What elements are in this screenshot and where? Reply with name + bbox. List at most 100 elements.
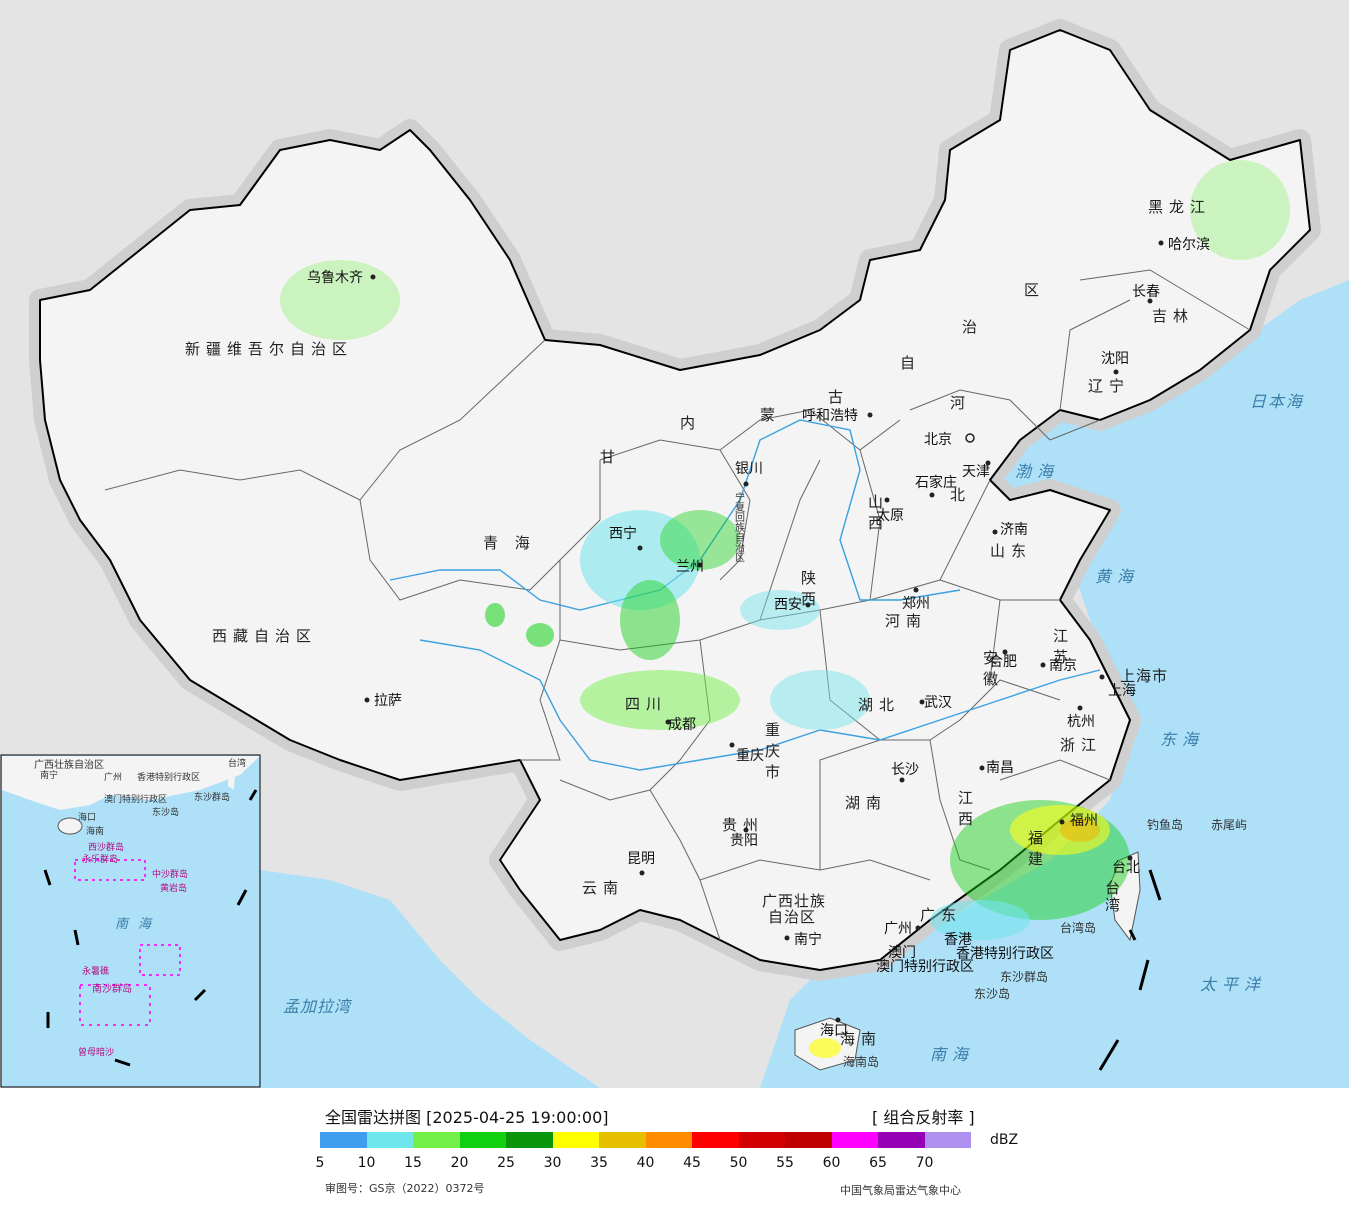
legend-source: 中国气象局雷达气象中心: [840, 1184, 961, 1197]
province-neimenggu-5: 治: [962, 318, 983, 336]
city-dot-kunming: [639, 870, 645, 876]
south-china-sea-inset: [0, 754, 261, 1088]
island-diaoyudao: 钓鱼岛: [1147, 817, 1183, 832]
sea-east: [760, 280, 1349, 1088]
province-guizhou: 贵州: [722, 816, 764, 834]
legend-swatch: [692, 1132, 739, 1148]
legend-swatch: [552, 1132, 599, 1148]
province-guangxi-2: 自治区: [768, 908, 816, 926]
province-shandong: 山东: [990, 542, 1032, 560]
city-guiyang: 贵阳: [730, 833, 758, 849]
city-tianjin: 天津: [962, 464, 990, 480]
province-zhejiang: 浙江: [1060, 736, 1102, 754]
province-qinghai: 青 海: [483, 534, 536, 552]
city-dot-guiyang: [743, 827, 749, 833]
legend-approval: 审图号：GS京（2022）0372号: [325, 1182, 485, 1195]
inset-label-zhongsha: 中沙群岛: [152, 868, 188, 880]
city-shenyang: 沈阳: [1101, 351, 1129, 367]
legend-swatch: [645, 1132, 692, 1148]
legend-tick-label: 50: [729, 1155, 748, 1171]
province-neimenggu-3: 古: [828, 388, 849, 406]
legend-tick-label: 55: [776, 1155, 794, 1171]
sea-bohai: 渤海: [1015, 462, 1059, 481]
sea-donghai: 东海: [1160, 730, 1204, 749]
city-nanning: 南宁: [794, 931, 822, 948]
legend-tick-label: 10: [357, 1155, 376, 1171]
legend-unit: dBZ: [990, 1132, 1019, 1148]
legend-tick-label: 5: [315, 1155, 325, 1171]
province-xinjiang: 新疆维吾尔自治区: [185, 340, 353, 358]
inset-label-zengmu: 曾母暗沙: [78, 1046, 114, 1058]
legend-tick-label: 30: [543, 1155, 562, 1171]
city-dot-nanjing: [1040, 662, 1046, 668]
city-harbin: 哈尔滨: [1168, 237, 1210, 253]
city-dot-haikou: [835, 1017, 841, 1023]
island-chiweiyu: 赤尾屿: [1211, 818, 1247, 832]
city-yinchuan: 银川: [735, 461, 763, 477]
city-dot-beijing: [965, 433, 975, 443]
city-dot-zhengzhou: [913, 587, 919, 593]
city-chengdu: 成都: [668, 717, 696, 733]
province-anhui: 安徽: [981, 650, 999, 692]
city-taibei: 台北: [1112, 860, 1140, 876]
city-dot-shenyang: [1113, 369, 1119, 375]
city-dot-nanchang: [979, 765, 985, 771]
legend-tick-label: 35: [590, 1155, 608, 1171]
province-hubei: 湖北: [858, 696, 900, 714]
city-markers: [364, 240, 1164, 1023]
legend-swatch: [785, 1132, 832, 1148]
city-dot-xining: [637, 545, 643, 551]
city-dot-guangzhou: [915, 925, 921, 931]
island-taiwandao: 台湾岛: [1060, 920, 1096, 935]
city-hangzhou: 杭州: [1067, 714, 1095, 730]
city-dot-shanghai: [1099, 674, 1105, 680]
city-lanzhou: 兰州: [676, 559, 704, 575]
inset-label-guangxi: 广西壮族自治区: [34, 758, 104, 771]
province-neimenggu-4: 自: [900, 354, 921, 372]
legend-swatch: [878, 1132, 925, 1148]
province-hebei-2: 北: [950, 486, 971, 504]
inset-label-nanhai: 南海: [115, 917, 161, 932]
city-beijing: 北京: [924, 432, 952, 448]
inset-label-hainan: 海南: [86, 825, 104, 837]
inset-labels: 广西壮族自治区 南宁 广州 香港特别行政区 澳门特别行政区 台湾 东沙群岛 东沙…: [34, 757, 246, 1058]
province-hongkong: 香港特别行政区: [956, 946, 1054, 962]
province-guangdong: 广东: [920, 906, 962, 924]
sea-taipingyang: 太平洋: [1200, 975, 1266, 994]
city-guangzhou: 广州: [884, 921, 912, 937]
province-liaoning: 辽宁: [1088, 377, 1130, 395]
island-dongshaqundao: 东沙群岛: [1000, 969, 1048, 984]
province-hunan: 湖南: [845, 794, 887, 812]
city-hohhot: 呼和浩特: [802, 408, 858, 424]
city-dot-nanning: [784, 935, 790, 941]
inset-label-guangzhou: 广州: [104, 771, 122, 783]
legend-swatch: [413, 1132, 460, 1148]
city-haikou: 海口: [820, 1023, 848, 1039]
city-dot-changchun: [1147, 298, 1153, 304]
province-hainan: 海南: [840, 1030, 882, 1048]
sea-ribenhai: 日本海: [1250, 392, 1304, 411]
radar-map[interactable]: 新疆维吾尔自治区 西藏自治区 青 海 甘 内 蒙 古 自 治 区 黑龙江 吉林 …: [0, 0, 1349, 1088]
province-shanxi: 山西: [866, 494, 884, 536]
city-changchun: 长春: [1132, 284, 1160, 300]
legend-swatch: [831, 1132, 878, 1148]
city-lhasa: 拉萨: [374, 693, 402, 709]
province-shanghai: 上海市: [1120, 667, 1168, 685]
city-nanchang: 南昌: [986, 760, 1014, 776]
city-dot-hohhot: [867, 412, 873, 418]
city-wuhan: 武汉: [924, 695, 952, 711]
inset-label-dongshadao: 东沙岛: [152, 806, 179, 818]
city-chongqing-city: 重庆: [736, 748, 764, 764]
legend-color-bar: [320, 1132, 971, 1148]
inset-label-haikou: 海口: [78, 811, 96, 823]
radar-echoes: [280, 160, 1290, 1058]
legend-tick-label: 65: [869, 1155, 887, 1171]
city-xian: 西安: [774, 597, 802, 613]
city-dot-lhasa: [364, 697, 370, 703]
city-macau-city: 澳门: [888, 945, 916, 961]
legend-tick-label: 15: [404, 1155, 422, 1171]
city-fuzhou: 福州: [1070, 813, 1098, 829]
inset-label-nanning: 南宁: [40, 769, 58, 781]
province-jilin: 吉林: [1152, 307, 1194, 325]
island-hainandao: 海南岛: [843, 1054, 879, 1069]
